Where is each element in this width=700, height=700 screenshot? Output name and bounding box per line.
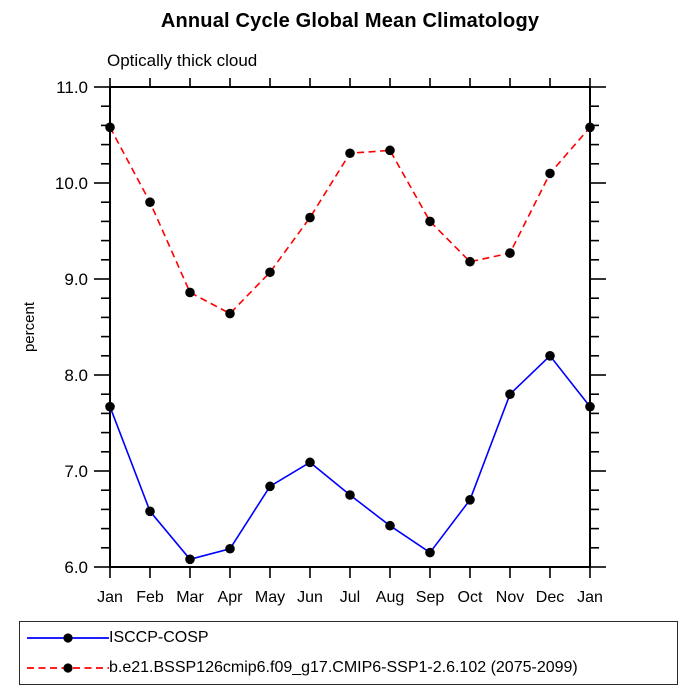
x-tick-label: Mar — [176, 589, 204, 606]
data-point-marker — [105, 122, 115, 133]
x-tick-labels: Jan Feb Mar Apr May Jun Jul Aug Sep Oct Nov Dec Jan — [97, 589, 603, 606]
y-tick-label: 6.0 — [64, 558, 88, 577]
data-point-marker — [385, 145, 395, 156]
data-point-marker — [385, 520, 395, 531]
data-point-marker — [505, 389, 515, 400]
data-point-marker — [225, 308, 235, 319]
legend-item-model: b.e21.BSSP126cmip6.f09_g17.CMIP6-SSP1-2.… — [20, 655, 677, 681]
y-axis-title: percent — [21, 301, 38, 352]
y-tick-labels: 6.0 7.0 8.0 9.0 10.0 11.0 — [55, 78, 88, 577]
data-point-marker — [425, 547, 435, 558]
series-line-0 — [109, 354, 591, 561]
y-tick-label: 11.0 — [56, 78, 88, 97]
x-tick-label: Oct — [458, 589, 483, 606]
x-axis-ticks — [109, 78, 591, 578]
x-tick-label: Aug — [376, 589, 404, 606]
legend-sample-marker — [63, 663, 73, 673]
data-point-marker — [305, 457, 315, 468]
data-point-marker — [465, 256, 475, 267]
legend: ISCCP-COSP b.e21.BSSP126cmip6.f09_g17.CM… — [19, 621, 678, 685]
y-tick-label: 9.0 — [64, 270, 88, 289]
x-tick-label: Jul — [340, 589, 360, 606]
data-point-marker — [505, 248, 515, 258]
x-tick-label: May — [255, 589, 285, 606]
data-point-marker — [265, 481, 275, 492]
data-point-marker — [185, 554, 195, 565]
data-point-marker — [345, 490, 355, 500]
data-point-marker — [545, 351, 555, 361]
data-point-marker — [585, 401, 595, 412]
y-axis-ticks — [94, 86, 606, 568]
legend-line-sample-dashed — [27, 663, 109, 673]
data-point-marker — [545, 168, 555, 179]
legend-item-isccp: ISCCP-COSP — [20, 625, 677, 651]
x-tick-label: Feb — [136, 589, 164, 606]
y-tick-label: 7.0 — [64, 462, 88, 481]
x-tick-label: Jan — [577, 589, 603, 606]
data-point-marker — [225, 543, 235, 554]
x-tick-label: Dec — [536, 589, 564, 606]
data-point-marker — [305, 212, 315, 223]
series-markers-0 — [105, 351, 595, 565]
data-point-marker — [145, 197, 155, 207]
data-point-marker — [345, 148, 355, 159]
data-point-marker — [465, 495, 475, 505]
legend-label: b.e21.BSSP126cmip6.f09_g17.CMIP6-SSP1-2.… — [109, 658, 578, 676]
legend-line-sample-solid — [27, 633, 109, 643]
data-point-marker — [425, 216, 435, 227]
chart-title: Annual Cycle Global Mean Climatology — [160, 10, 540, 32]
chart-subtitle: Optically thick cloud — [107, 51, 258, 70]
y-tick-label: 10.0 — [55, 174, 88, 193]
plot-area: 6.0 7.0 8.0 9.0 10.0 11.0 Jan Feb Mar Apr May Jun Ju… — [21, 78, 606, 606]
plot-frame — [109, 86, 591, 568]
x-tick-label: Nov — [496, 589, 524, 606]
x-tick-label: Sep — [416, 589, 445, 606]
legend-sample-marker — [63, 633, 73, 643]
data-point-marker — [585, 122, 595, 133]
data-point-marker — [185, 287, 195, 298]
data-point-marker — [145, 506, 155, 517]
x-tick-label: Jan — [97, 589, 123, 606]
data-point-marker — [265, 267, 275, 278]
x-tick-label: Apr — [218, 589, 244, 606]
data-point-marker — [105, 401, 115, 412]
y-tick-label: 8.0 — [64, 366, 88, 385]
x-tick-label: Jun — [297, 589, 323, 606]
legend-label: ISCCP-COSP — [109, 629, 209, 647]
series-markers-1 — [105, 122, 595, 319]
